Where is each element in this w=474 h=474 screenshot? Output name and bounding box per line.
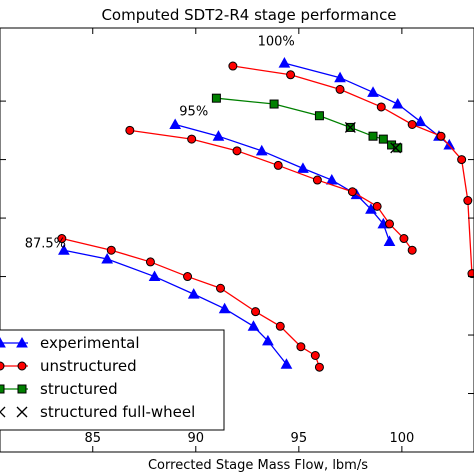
data-point — [275, 321, 285, 331]
data-point — [391, 97, 404, 109]
data-point — [325, 174, 338, 185]
series-line — [61, 237, 321, 368]
data-point — [463, 196, 473, 206]
data-point — [280, 358, 293, 369]
legend-marker — [17, 384, 27, 394]
legend-entry: unstructured — [0, 357, 137, 375]
x-tick-label: 85 — [84, 431, 101, 446]
series-structured — [211, 93, 403, 153]
data-point — [251, 307, 261, 317]
data-point — [262, 334, 274, 346]
speed-line-label: 100% — [258, 35, 295, 50]
data-point — [385, 219, 395, 229]
x-tick-label: 95 — [291, 431, 308, 446]
data-point — [183, 272, 193, 282]
legend-marker — [16, 406, 28, 418]
data-point — [232, 146, 242, 156]
data-point — [269, 99, 279, 109]
data-point — [390, 142, 402, 154]
legend-label: unstructured — [40, 357, 137, 375]
data-point — [58, 244, 70, 255]
legend-label: structured full-wheel — [40, 403, 195, 421]
series-line — [129, 129, 413, 251]
data-point — [211, 93, 221, 103]
data-point — [101, 252, 114, 264]
data-point — [286, 70, 296, 80]
legend-marker — [0, 361, 5, 371]
data-point — [334, 71, 346, 83]
x-axis-label: Corrected Stage Mass Flow, lbm/s — [148, 458, 368, 473]
legend: experimental unstructured structured struct… — [0, 329, 225, 431]
data-point — [393, 143, 403, 153]
data-point — [367, 86, 379, 97]
data-point — [312, 175, 322, 185]
legend-marker — [17, 361, 27, 371]
data-point — [383, 235, 396, 246]
data-point — [335, 84, 345, 94]
x-tick-label: 90 — [188, 431, 205, 446]
series-unstructured — [57, 61, 474, 372]
data-point — [218, 302, 231, 314]
data-point — [125, 125, 135, 135]
legend-entry: structured full-wheel — [0, 403, 195, 421]
data-point — [378, 134, 388, 144]
data-point — [296, 342, 306, 352]
data-point — [255, 144, 268, 156]
series-structured-full-wheel — [344, 121, 402, 154]
data-point — [228, 61, 238, 71]
legend-marker — [0, 406, 6, 418]
legend-marker — [0, 336, 6, 348]
data-point — [467, 269, 474, 279]
data-point — [273, 160, 283, 170]
data-point — [148, 270, 161, 282]
legend-marker — [0, 384, 5, 394]
x-axis: 85 90 95 100 — [84, 28, 414, 452]
data-point — [216, 283, 226, 293]
legend-marker — [16, 336, 28, 348]
data-point — [347, 187, 357, 197]
data-point — [457, 155, 467, 165]
plot-frame — [0, 27, 474, 453]
data-point — [187, 288, 200, 299]
data-point — [407, 119, 417, 129]
speed-line-label: 87.5% — [25, 236, 66, 251]
data-point — [399, 234, 409, 244]
series-experimental — [58, 57, 456, 369]
data-point — [187, 134, 197, 144]
plot-area — [57, 57, 474, 372]
data-point — [310, 351, 320, 361]
data-point — [443, 138, 456, 150]
data-point — [344, 121, 356, 133]
data-point — [372, 201, 382, 211]
data-point — [247, 320, 260, 331]
annotations: 100% 95% 87.5% — [25, 35, 295, 252]
data-point — [145, 257, 155, 267]
data-point — [212, 130, 225, 141]
data-point — [297, 162, 309, 173]
legend-box — [0, 329, 225, 431]
legend-entry: experimental — [0, 334, 140, 352]
data-point — [57, 234, 67, 244]
data-point — [314, 362, 324, 372]
series-line — [63, 249, 287, 365]
legend-label: experimental — [40, 334, 140, 352]
legend-label: structured — [40, 380, 118, 398]
legend-entry: structured — [0, 380, 118, 398]
data-point — [278, 57, 291, 68]
data-point — [368, 131, 378, 141]
data-point — [169, 118, 182, 129]
data-point — [376, 102, 386, 112]
data-point — [314, 111, 324, 121]
data-point — [106, 245, 116, 255]
x-tick-label: 100 — [389, 431, 414, 446]
speed-line-label: 95% — [179, 105, 208, 120]
chart-title: Computed SDT2-R4 stage performance — [101, 6, 396, 24]
data-point — [407, 245, 417, 255]
data-point — [414, 115, 427, 127]
data-point — [436, 131, 446, 141]
